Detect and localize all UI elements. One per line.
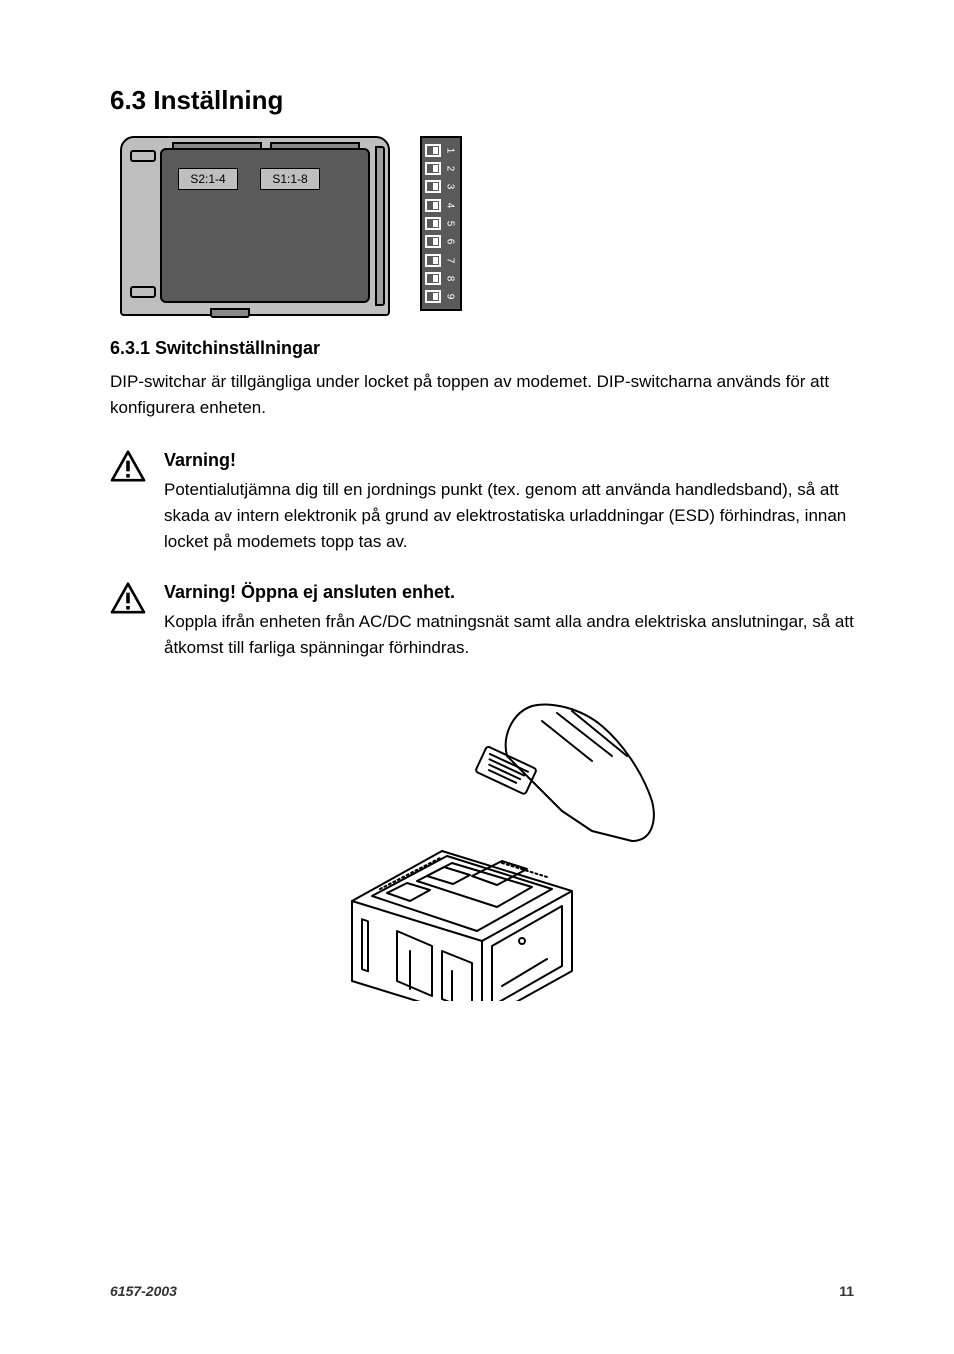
dip-number: 4 <box>445 199 456 211</box>
dip-slot <box>425 235 441 248</box>
intro-paragraph: DIP-switchar är tillgängliga under locke… <box>110 369 854 422</box>
subsection-heading: 6.3.1 Switchinställningar <box>110 338 854 359</box>
footer-page-number: 11 <box>839 1283 854 1299</box>
hand-device-illustration <box>110 701 854 1006</box>
warning-1-title: Varning! <box>164 450 854 471</box>
dip-row: 7 <box>425 251 457 269</box>
dip-row: 6 <box>425 233 457 251</box>
dip-number: 2 <box>445 162 456 174</box>
warning-2-title: Varning! Öppna ej ansluten enhet. <box>164 582 854 603</box>
dip-switch-block: 1 2 3 4 5 6 7 8 9 <box>420 136 462 311</box>
dip-slot <box>425 272 441 285</box>
dip-row: 4 <box>425 196 457 214</box>
dip-number: 3 <box>445 181 456 193</box>
device-top-view: S2:1-4 S1:1-8 <box>120 136 390 316</box>
dip-row: 2 <box>425 159 457 177</box>
warning-icon <box>110 582 146 614</box>
device-bottom-tab <box>210 308 250 318</box>
dip-number: 7 <box>445 254 456 266</box>
dip-slot <box>425 162 441 175</box>
dip-row: 9 <box>425 288 457 306</box>
dip-number: 1 <box>445 144 456 156</box>
dip-number: 6 <box>445 236 456 248</box>
dip-slot <box>425 199 441 212</box>
device-side-rail <box>375 146 385 306</box>
dip-slot <box>425 144 441 157</box>
dip-slot <box>425 180 441 193</box>
dip-number: 8 <box>445 272 456 284</box>
footer-doc-id: 6157-2003 <box>110 1283 177 1299</box>
warning-block-2: Varning! Öppna ej ansluten enhet. Koppla… <box>110 582 854 662</box>
device-diagram-row: S2:1-4 S1:1-8 1 2 3 4 5 6 7 8 9 <box>120 136 854 316</box>
warning-1-text: Potentialutjämna dig till en jordnings p… <box>164 477 854 556</box>
dip-slot <box>425 290 441 303</box>
device-clip-top <box>130 150 156 162</box>
warning-icon <box>110 450 146 482</box>
dip-row: 1 <box>425 141 457 159</box>
dip-number: 5 <box>445 217 456 229</box>
section-heading: 6.3 Inställning <box>110 85 854 116</box>
dip-slot <box>425 217 441 230</box>
page-footer: 6157-2003 11 <box>110 1283 854 1299</box>
dip-row: 5 <box>425 214 457 232</box>
dip-slot <box>425 254 441 267</box>
warning-block-1: Varning! Potentialutjämna dig till en jo… <box>110 450 854 556</box>
dip-row: 3 <box>425 178 457 196</box>
warning-2-text: Koppla ifrån enheten från AC/DC matnings… <box>164 609 854 662</box>
switch-label-s2: S2:1-4 <box>178 168 238 190</box>
dip-number: 9 <box>445 291 456 303</box>
switch-label-s1: S1:1-8 <box>260 168 320 190</box>
dip-row: 8 <box>425 269 457 287</box>
device-clip-bottom <box>130 286 156 298</box>
